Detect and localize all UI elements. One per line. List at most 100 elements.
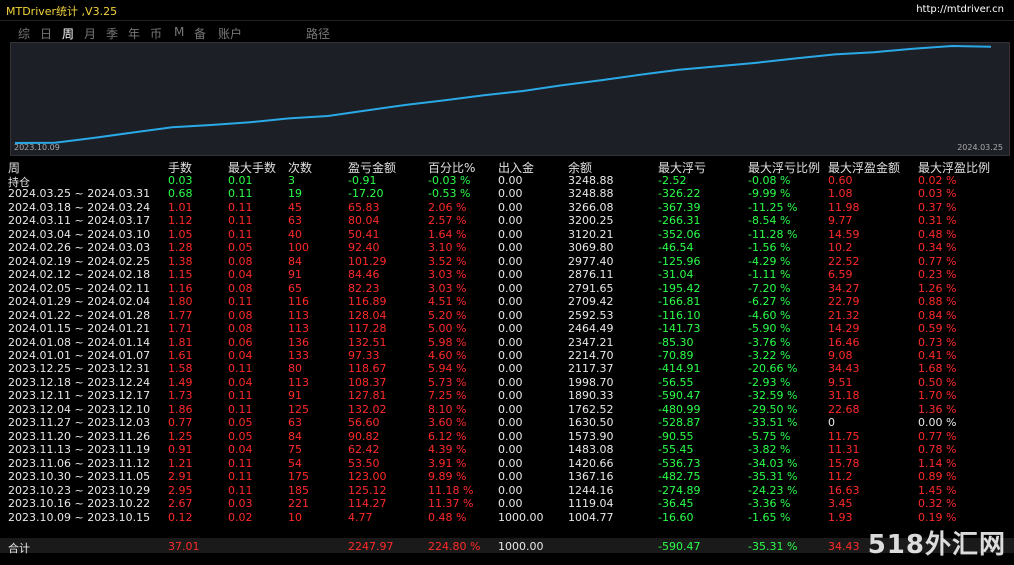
cell: 1367.16 <box>568 470 614 484</box>
cell: 0.89 % <box>918 470 957 484</box>
cell: 1762.52 <box>568 402 614 416</box>
cell: 1.28 <box>168 241 193 255</box>
cell: 0.00 <box>498 187 523 201</box>
cell: -16.60 <box>658 510 694 524</box>
cell: 40 <box>288 227 302 241</box>
cell: 0.03 <box>168 174 193 187</box>
tab[interactable]: 路径 <box>306 27 331 41</box>
cell: 3.45 <box>828 497 853 511</box>
cell: 1.15 <box>168 268 193 282</box>
cell: 116 <box>288 295 309 309</box>
cell: 1890.33 <box>568 389 614 403</box>
cell: -536.73 <box>658 456 701 470</box>
cell: -24.23 % <box>748 483 798 497</box>
cell: 0.04 <box>228 348 253 362</box>
cell: 0.12 <box>168 510 193 524</box>
cell: 0.04 <box>228 443 253 457</box>
total-cell: 37.01 <box>168 540 200 553</box>
cell: -0.91 <box>348 174 377 187</box>
cell: 5.94 % <box>428 362 467 376</box>
cell: 63 <box>288 214 302 228</box>
cell: 91 <box>288 389 302 403</box>
row-label: 2024.02.26 ~ 2024.03.03 <box>8 241 151 255</box>
cell: 1.05 <box>168 227 193 241</box>
cell: 0.00 <box>498 497 523 511</box>
cell: 97.33 <box>348 348 380 362</box>
cell: -4.29 % <box>748 254 791 268</box>
row-label: 2023.10.09 ~ 2023.10.15 <box>8 510 151 524</box>
cell: 0.11 <box>228 200 253 214</box>
cell: 1.45 % <box>918 483 957 497</box>
column-header: 百分比% <box>428 161 476 175</box>
cell: -90.55 <box>658 429 694 443</box>
cell: 62.42 <box>348 443 380 457</box>
cell: 0.00 <box>498 456 523 470</box>
cell: -0.08 % <box>748 174 791 187</box>
cell: 1.12 <box>168 214 193 228</box>
tab[interactable]: 季 <box>106 27 119 41</box>
tab[interactable]: 日 <box>40 27 53 41</box>
column-header: 盈亏金额 <box>348 161 397 175</box>
cell: 0.11 <box>228 227 253 241</box>
cell: 4.77 <box>348 510 373 524</box>
tab[interactable]: 账户 <box>218 27 243 41</box>
cell: 2.95 <box>168 483 193 497</box>
cell: -29.50 % <box>748 402 798 416</box>
cell: 3.03 % <box>428 268 467 282</box>
cell: -3.76 % <box>748 335 791 349</box>
cell: 0.00 <box>498 416 523 430</box>
column-header: 周 <box>8 161 21 175</box>
cell: 3266.08 <box>568 200 614 214</box>
cell: 221 <box>288 497 309 511</box>
cell: 0.34 % <box>918 241 957 255</box>
cell: -1.65 % <box>748 510 791 524</box>
cell: 0.02 % <box>918 174 957 187</box>
tab[interactable]: 年 <box>128 27 141 41</box>
tab[interactable]: M <box>174 25 185 39</box>
cell: 0.00 <box>498 389 523 403</box>
cell: 1.49 <box>168 375 193 389</box>
cell: 1.38 <box>168 254 193 268</box>
tab[interactable]: 月 <box>84 27 97 41</box>
tab[interactable]: 周 <box>62 27 75 41</box>
cell: 0.00 <box>498 214 523 228</box>
cell: 2117.37 <box>568 362 614 376</box>
column-header: 最大浮盈金额 <box>828 161 901 175</box>
cell: 1244.16 <box>568 483 614 497</box>
cell: 0.77 <box>168 416 193 430</box>
cell: 127.81 <box>348 389 387 403</box>
column-header: 余额 <box>568 161 593 175</box>
cell: 100 <box>288 241 309 255</box>
chart-svg: 2023.10.09 2024.03.25 <box>14 44 1003 152</box>
cell: 2709.42 <box>568 295 614 309</box>
cell: 3 <box>288 174 295 187</box>
cell: 5.73 % <box>428 375 467 389</box>
cell: 136 <box>288 335 309 349</box>
cell: 0.08 <box>228 281 253 295</box>
tab[interactable]: 币 <box>150 27 163 41</box>
cell: -33.51 % <box>748 416 798 430</box>
cell: 0.03 <box>228 497 253 511</box>
cell: 0.68 <box>168 187 193 201</box>
cell: 34.43 <box>828 362 860 376</box>
cell: 3.91 % <box>428 456 467 470</box>
cell: 9.89 % <box>428 470 467 484</box>
tab[interactable]: 综 <box>18 27 31 41</box>
equity-line <box>14 44 992 144</box>
cell: -141.73 <box>658 322 701 336</box>
cell: -17.20 <box>348 187 384 201</box>
cell: 22.52 <box>828 254 860 268</box>
cell: 0.00 <box>498 281 523 295</box>
cell: 0.48 % <box>428 510 467 524</box>
url[interactable]: http://mtdriver.cn <box>916 4 1004 15</box>
cell: 101.29 <box>348 254 387 268</box>
cell: 125 <box>288 402 309 416</box>
tab[interactable]: 备 <box>194 27 207 41</box>
cell: 1.80 <box>168 295 193 309</box>
cell: 0.11 <box>228 483 253 497</box>
row-label: 2024.03.18 ~ 2024.03.24 <box>8 200 151 214</box>
cell: 54 <box>288 456 302 470</box>
cell: 4.51 % <box>428 295 467 309</box>
cell: 1.08 <box>828 187 853 201</box>
